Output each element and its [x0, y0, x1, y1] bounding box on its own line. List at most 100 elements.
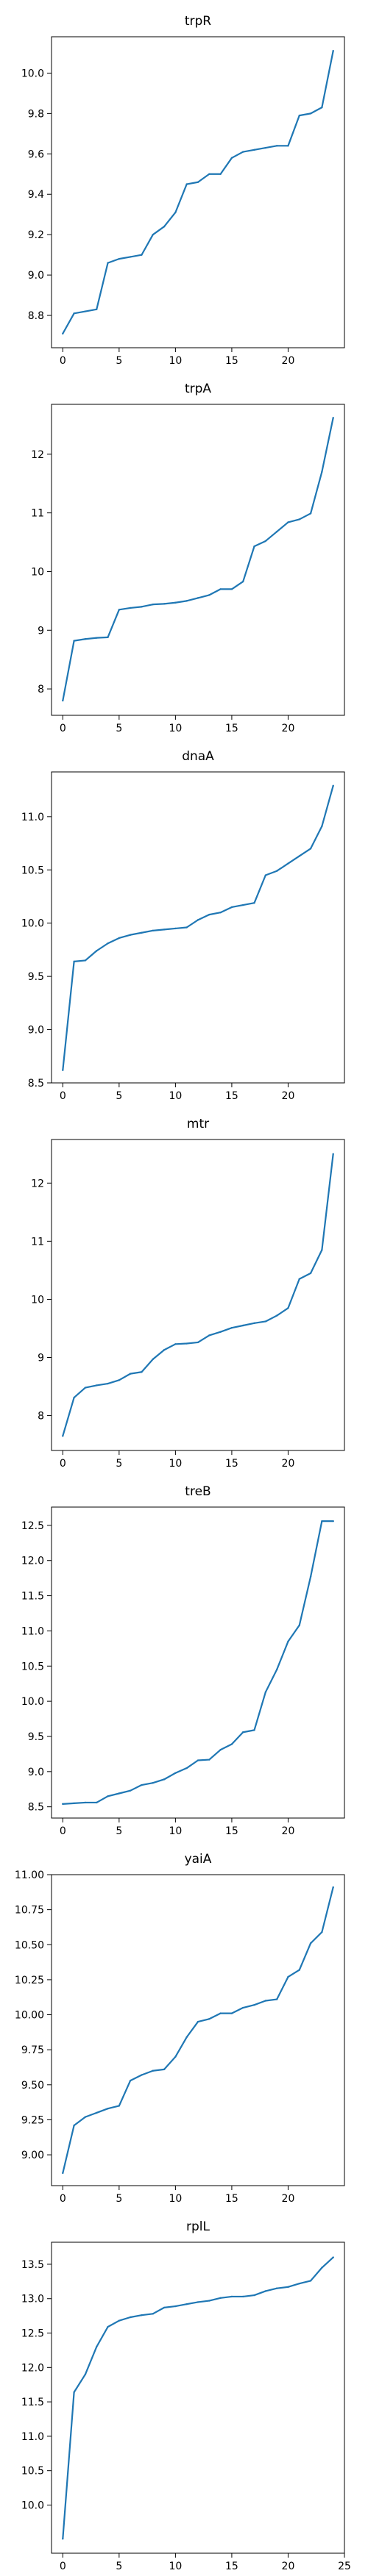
data-point: [230, 2295, 233, 2298]
data-point: [197, 1759, 199, 1761]
data-point: [242, 580, 244, 583]
data-point: [253, 1322, 255, 1325]
data-point: [107, 2325, 109, 2328]
data-point: [84, 638, 87, 640]
chart-trpA: trpA 0 5 10 15 20 8 9 10 11 12: [31, 382, 345, 734]
y-tick-label: 10: [31, 1294, 44, 1306]
x-tick-label: 5: [116, 2561, 122, 2572]
data-point: [96, 2111, 98, 2114]
data-point: [219, 2012, 222, 2014]
data-point: [321, 106, 323, 109]
data-point: [230, 2012, 233, 2014]
data-point: [197, 181, 199, 183]
data-point: [321, 1931, 323, 1933]
data-point: [141, 1783, 143, 1786]
data-point: [208, 173, 210, 175]
y-tick-label: 9.0: [28, 270, 44, 282]
data-point: [62, 699, 64, 702]
data-point: [174, 2056, 177, 2058]
y-tick-label: 10.5: [21, 2466, 44, 2477]
data-point: [152, 2069, 154, 2072]
y-tick-label: 8: [38, 1411, 44, 1423]
data-point: [230, 1326, 233, 1329]
x-tick-label: 0: [60, 1090, 66, 1102]
data-point: [185, 2303, 188, 2305]
data-point: [129, 1789, 132, 1792]
chart-title: mtr: [187, 1117, 209, 1131]
x-tick-label: 5: [116, 1825, 122, 1837]
x-tick-label: 15: [225, 723, 238, 734]
data-point: [141, 1371, 143, 1373]
x-tick-label: 20: [282, 1090, 295, 1102]
chart-treB: treB 0 5 10 15 20 8.5 9.0 9.5 10.0 10.5 11.0 11.5 12.…: [21, 1484, 345, 1837]
data-point: [230, 157, 233, 160]
data-point: [275, 1668, 278, 1671]
y-tick-label: 9: [38, 1352, 44, 1364]
data-point: [219, 2297, 222, 2300]
data-point: [152, 1781, 154, 1784]
data-point: [275, 2287, 278, 2289]
chart-panel-mtr: mtr 0 5 10 15 20 8 9 10 11 12: [0, 1103, 368, 1470]
data-point: [264, 2290, 267, 2292]
data-point: [84, 959, 87, 962]
y-tick-label: 12.5: [21, 2328, 44, 2340]
data-point: [107, 262, 109, 264]
data-point: [73, 640, 75, 642]
y-tick-label: 11: [31, 1236, 44, 1248]
data-point: [73, 1802, 75, 1805]
data-point: [163, 1349, 166, 1351]
data-point: [287, 1975, 289, 1978]
data-point: [152, 929, 154, 932]
data-point: [73, 960, 75, 963]
y-tick-label: 13.0: [21, 2294, 44, 2305]
data-point: [73, 312, 75, 315]
x-tick-label: 20: [282, 723, 295, 734]
data-point: [242, 904, 244, 906]
series-line: [62, 1153, 334, 1437]
data-point: [174, 601, 177, 604]
x-tick-label: 10: [169, 2561, 182, 2572]
series-line: [62, 50, 334, 334]
y-tick-label: 9.6: [28, 149, 44, 160]
data-point: [298, 1969, 300, 1971]
chart-trpR: trpR 0 5 10 15 20 8.8 9.0 9.2 9.4 9.6 9.8 10.0: [21, 14, 345, 367]
axes-frame: [51, 36, 345, 348]
data-point: [197, 919, 199, 921]
data-point: [118, 257, 121, 260]
x-tick-label: 15: [225, 2561, 238, 2572]
data-point: [141, 2074, 143, 2076]
x-tick-label: 5: [116, 1090, 122, 1102]
series-line: [62, 784, 334, 1071]
data-point: [163, 1778, 166, 1781]
y-tick-label: 8.5: [28, 1802, 44, 1814]
data-point: [107, 1382, 109, 1385]
x-tick-label: 5: [116, 723, 122, 734]
data-point: [174, 2305, 177, 2308]
data-point: [174, 927, 177, 930]
data-point: [332, 1520, 334, 1523]
data-point: [118, 1792, 121, 1795]
y-tick-label: 11.5: [21, 1591, 44, 1603]
data-point: [152, 603, 154, 606]
data-point: [185, 183, 188, 185]
data-point: [298, 114, 300, 117]
data-point: [118, 609, 121, 611]
chart-dnaA: dnaA 0 5 10 15 20 8.5 9.0 9.5 10.0 10.5 11.0: [21, 749, 345, 1102]
y-tick-label: 9.50: [21, 2080, 44, 2092]
x-tick-label: 15: [225, 2193, 238, 2205]
chart-title: treB: [185, 1484, 210, 1499]
x-tick-label: 10: [169, 1825, 182, 1837]
y-tick-label: 11.0: [21, 2431, 44, 2443]
x-tick-label: 20: [282, 2193, 295, 2205]
data-point: [275, 530, 278, 533]
data-point: [174, 1343, 177, 1345]
data-point: [118, 1379, 121, 1381]
data-point: [287, 145, 289, 147]
data-point: [287, 2286, 289, 2289]
data-point: [332, 1153, 334, 1155]
y-tick-label: 10.75: [15, 1905, 44, 1917]
data-point: [152, 233, 154, 236]
y-tick-label: 10.50: [15, 1939, 44, 1951]
data-point: [129, 256, 132, 258]
x-tick-label: 5: [116, 2193, 122, 2205]
